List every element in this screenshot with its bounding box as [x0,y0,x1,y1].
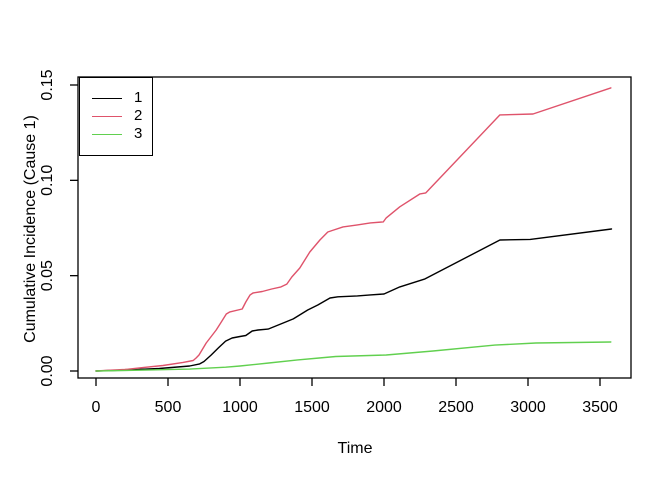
x-axis-tick-label: 3500 [582,399,618,416]
legend-line-swatch-1 [92,97,122,99]
legend-line-swatch-3 [92,133,122,135]
series-line-2 [95,87,612,372]
y-axis-tick-label: 0.00 [39,355,56,386]
x-axis-tick-label: 0 [92,399,101,416]
x-axis-tick-label: 1000 [222,399,258,416]
series-line-3 [95,341,612,372]
legend-entry-label: 2 [134,107,143,124]
legend-entry-label: 1 [134,89,143,106]
legend-entry: 3 [80,125,152,143]
legend-entry: 2 [80,107,152,125]
x-axis-tick-label: 2500 [438,399,474,416]
legend-line-swatch-2 [92,115,122,117]
legend: 1 2 3 [79,77,153,156]
legend-entry: 1 [80,89,152,107]
x-axis-tick-label: 3000 [510,399,546,416]
y-axis-title: Cumulative Incidence (Cause 1) [22,115,39,343]
x-axis-tick-label: 1500 [294,399,330,416]
legend-entry-label: 3 [134,125,143,142]
y-axis-tick-label: 0.10 [39,165,56,196]
series-line-1 [95,228,613,372]
plot-frame [77,76,632,379]
x-axis-tick-label: 500 [155,399,182,416]
x-axis-title: Time [337,440,373,457]
x-axis-tick-label: 2000 [366,399,402,416]
y-axis-tick-label: 0.15 [39,69,56,100]
y-axis-tick-label: 0.05 [39,260,56,291]
